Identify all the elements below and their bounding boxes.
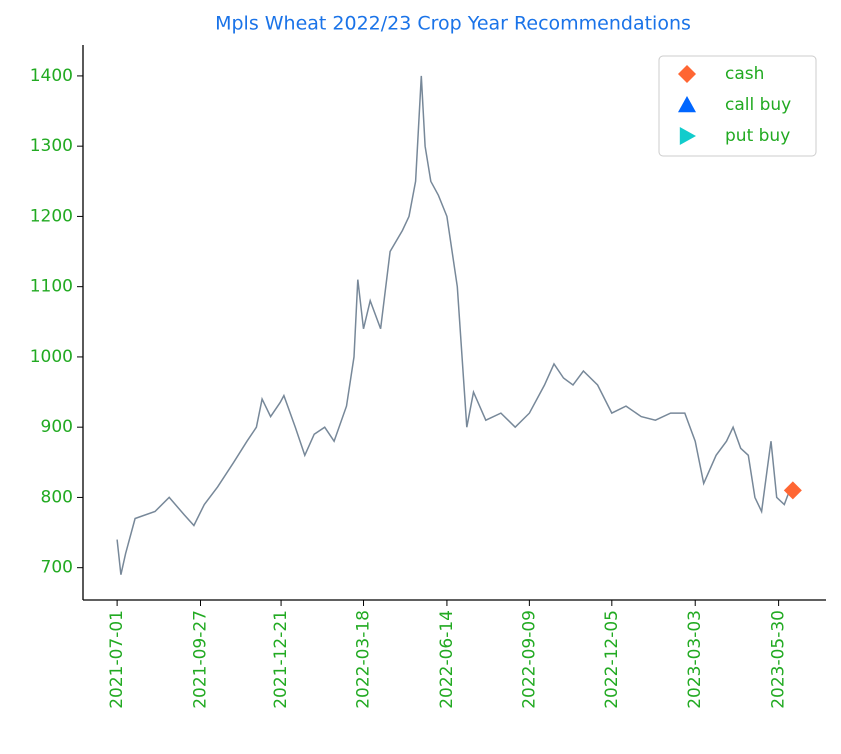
legend-label: call buy bbox=[725, 95, 791, 115]
y-tick-label: 1200 bbox=[30, 206, 73, 226]
y-tick-label: 900 bbox=[41, 417, 73, 437]
y-tick-label: 800 bbox=[41, 487, 73, 507]
legend-marker bbox=[678, 96, 696, 113]
legend-marker bbox=[679, 127, 696, 145]
legend-marker bbox=[678, 65, 696, 83]
x-tick-label: 2023-05-30 bbox=[769, 610, 789, 709]
y-tick-label: 700 bbox=[41, 558, 73, 578]
x-tick-label: 2021-09-27 bbox=[191, 610, 211, 709]
y-tick-label: 1000 bbox=[30, 347, 73, 367]
x-tick-label: 2022-03-18 bbox=[354, 610, 374, 709]
marker bbox=[783, 481, 802, 500]
x-tick-label: 2022-09-09 bbox=[519, 610, 539, 709]
x-tick-label: 2021-07-01 bbox=[107, 610, 127, 709]
legend-box bbox=[658, 55, 817, 157]
legend-label: put buy bbox=[725, 126, 790, 146]
chart-title: Mpls Wheat 2022/23 Crop Year Recommendat… bbox=[215, 13, 691, 35]
legend-label: cash bbox=[725, 64, 764, 84]
y-tick-label: 1300 bbox=[30, 136, 73, 156]
x-tick-label: 2022-12-05 bbox=[602, 610, 622, 709]
x-tick-label: 2023-03-03 bbox=[685, 610, 705, 709]
y-tick-label: 1100 bbox=[30, 277, 73, 297]
y-tick-label: 1400 bbox=[30, 66, 73, 86]
x-tick-label: 2022-06-14 bbox=[437, 610, 457, 709]
x-tick-label: 2021-12-21 bbox=[271, 610, 291, 709]
price-line bbox=[116, 75, 792, 575]
